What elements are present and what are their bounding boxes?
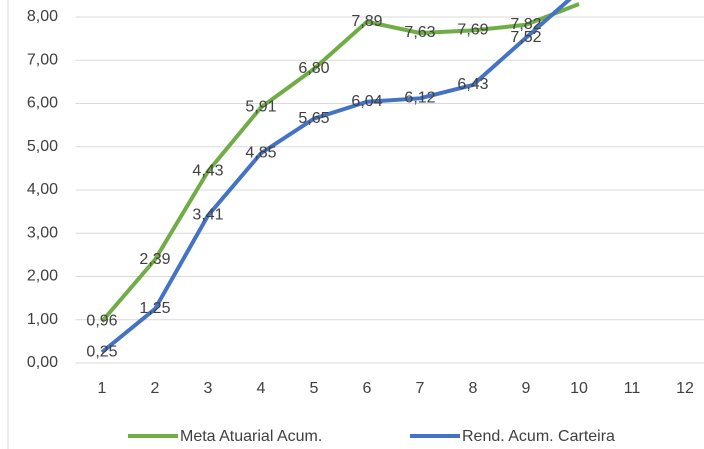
x-tick-label: 1	[98, 380, 107, 397]
data-label: 7,89	[351, 13, 382, 30]
data-label: 7,52	[510, 29, 541, 46]
plot-area	[100, 0, 580, 354]
y-tick-label: 3,00	[27, 224, 58, 241]
data-label: 6,43	[457, 76, 488, 93]
series-line	[100, 2, 580, 323]
legend-label: Meta Atuarial Acum.	[180, 428, 322, 445]
x-tick-label: 2	[151, 380, 160, 397]
data-label: 7,82	[510, 16, 541, 33]
x-tick-label: 8	[469, 380, 478, 397]
x-tick-label: 10	[570, 380, 588, 397]
data-label: 4,85	[245, 144, 276, 161]
y-tick-label: 6,00	[27, 95, 58, 112]
data-label: 6,04	[351, 93, 382, 110]
x-tick-label: 9	[522, 380, 531, 397]
data-label: 6,80	[298, 60, 329, 77]
y-tick-label: 1,00	[27, 311, 58, 328]
x-tick-label: 4	[257, 380, 266, 397]
x-tick-label: 3	[204, 380, 213, 397]
y-tick-label: 0,00	[27, 354, 58, 371]
data-label: 0,96	[86, 313, 117, 330]
data-label: 1,25	[139, 300, 170, 317]
data-label: 5,91	[245, 99, 276, 116]
y-tick-label: 5,00	[27, 138, 58, 155]
x-tick-label: 7	[416, 380, 425, 397]
y-tick-label: 2,00	[27, 268, 58, 285]
chart-border	[7, 0, 9, 449]
x-tick-label: 5	[310, 380, 319, 397]
series-line	[100, 0, 572, 354]
data-label: 7,63	[404, 24, 435, 41]
data-label: 6,12	[404, 90, 435, 107]
x-tick-label: 6	[363, 380, 372, 397]
y-tick-label: 8,00	[27, 8, 58, 25]
data-label: 7,69	[457, 22, 488, 39]
data-label: 0,25	[86, 343, 117, 360]
y-tick-label: 4,00	[27, 181, 58, 198]
x-tick-label: 12	[676, 380, 694, 397]
x-tick-label: 11	[624, 380, 641, 397]
data-label: 2,39	[139, 251, 170, 268]
legend-label: Rend. Acum. Carteira	[462, 428, 615, 445]
data-label: 5,65	[298, 110, 329, 127]
data-label: 3,41	[192, 207, 223, 224]
y-tick-label: 7,00	[27, 51, 58, 68]
data-label: 4,43	[192, 163, 223, 180]
